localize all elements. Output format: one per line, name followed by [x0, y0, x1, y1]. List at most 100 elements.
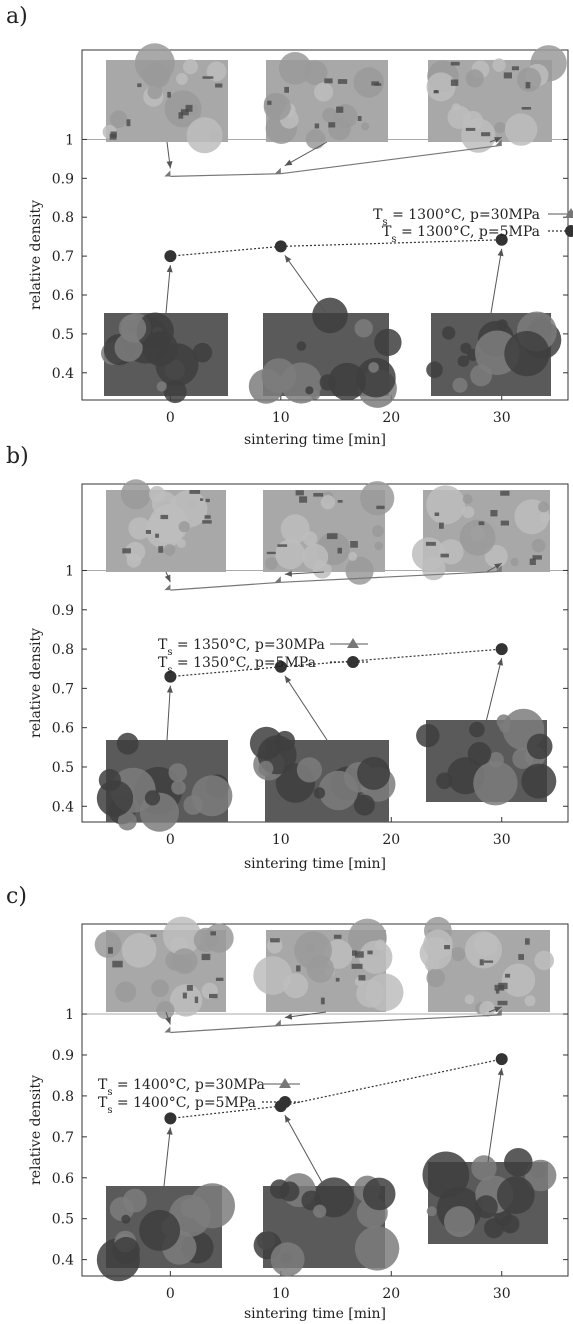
arrow [165, 265, 173, 314]
x-tick-label: 10 [272, 832, 290, 848]
micrograph-powder [96, 1183, 235, 1282]
micrograph-powder [248, 297, 402, 408]
panel-label: c) [6, 884, 27, 909]
data-point-circle [495, 1053, 508, 1066]
micrograph-polished [263, 52, 388, 150]
arrow [488, 1006, 502, 1013]
y-tick-label: 0.6 [52, 721, 74, 737]
legend-label: Ts = 1350°C, p=30MPa [158, 637, 325, 658]
legend-marker [565, 225, 573, 237]
y-tick-label: 0.4 [52, 366, 74, 382]
data-point-circle [164, 1112, 177, 1125]
legend-marker [279, 1078, 291, 1088]
arrow [486, 562, 502, 573]
micrograph-powder [101, 312, 228, 404]
panel-b: b) 0.4 0.5 0.6 0.7 0.8 0.9 1 0 10 20 30 sintering t… [0, 440, 573, 880]
legend-marker [279, 1096, 291, 1108]
plot-frame [81, 923, 569, 1277]
y-tick-label: 0.4 [52, 1253, 74, 1269]
data-point-triangle [164, 1026, 171, 1033]
y-tick-label: 0.8 [52, 210, 74, 226]
data-point-triangle [274, 167, 281, 174]
y-tick-label: 1 [65, 132, 74, 148]
y-tick-label: 0.4 [52, 799, 74, 815]
x-axis-label: sintering time [min] [244, 1306, 386, 1322]
x-tick-label: 20 [382, 1286, 400, 1302]
micrograph-polished [419, 916, 554, 1017]
y-tick-label: 0.7 [52, 681, 74, 697]
arrow [284, 1011, 327, 1020]
arrow [284, 570, 325, 577]
micrograph-powder [422, 1148, 557, 1244]
legend-marker [565, 208, 573, 218]
arrow [166, 685, 173, 741]
legend-label: Ts = 1400°C, p=5MPa [98, 1095, 256, 1116]
data-point-circle [495, 233, 508, 246]
legend-marker [347, 656, 359, 668]
series-line [170, 648, 502, 678]
micrograph-polished [411, 485, 551, 581]
panel-a: a) 0.4 0.5 0.6 0.7 0.8 0.9 1 0 10 20 30 sintering t… [0, 0, 573, 455]
series-line [170, 1058, 502, 1119]
data-point-triangle [274, 576, 281, 583]
legend-label: Ts = 1300°C, p=30MPa [373, 207, 540, 228]
x-tick-label: 0 [166, 410, 175, 426]
x-tick-label: 0 [166, 1286, 175, 1302]
y-tick-label: 0.7 [52, 1130, 74, 1146]
legend-marker [347, 638, 359, 648]
arrow [166, 141, 173, 169]
data-point-triangle [164, 170, 171, 177]
y-tick-label: 0.5 [52, 760, 74, 776]
micrograph-polished [426, 45, 567, 153]
data-point-circle [164, 670, 177, 683]
legend-label: Ts = 1400°C, p=30MPa [98, 1077, 265, 1098]
micrograph-polished [263, 481, 395, 585]
y-axis-label: relative density [28, 1075, 44, 1185]
y-tick-label: 0.5 [52, 1212, 74, 1228]
y-tick-label: 1 [65, 563, 74, 579]
y-tick-label: 0.7 [52, 249, 74, 265]
micrograph-powder [96, 732, 233, 832]
arrow [284, 675, 328, 741]
data-point-triangle [495, 565, 502, 572]
x-tick-label: 10 [272, 1286, 290, 1302]
y-tick-label: 0.8 [52, 1089, 74, 1105]
x-tick-label: 10 [272, 410, 290, 426]
data-point-triangle [495, 1008, 502, 1015]
arrow [164, 571, 171, 583]
micrograph-powder [426, 311, 562, 396]
micrograph-polished [94, 916, 234, 1020]
x-tick-label: 0 [166, 832, 175, 848]
panel-c: c) 0.4 0.5 0.6 0.7 0.8 0.9 1 0 10 20 30 sintering t… [0, 880, 573, 1324]
series-line [170, 239, 502, 257]
x-tick-label: 30 [493, 410, 511, 426]
y-tick-label: 0.6 [52, 288, 74, 304]
legend-label: Ts = 1300°C, p=5MPa [382, 224, 540, 245]
arrow [284, 141, 328, 167]
arrow [165, 1011, 171, 1025]
arrow [489, 136, 502, 143]
micrograph-powder [249, 726, 396, 822]
y-axis-label: relative density [28, 628, 44, 738]
arrow [486, 657, 503, 721]
x-axis-label: sintering time [min] [244, 432, 386, 448]
x-tick-label: 20 [382, 832, 400, 848]
arrow [284, 255, 327, 314]
x-tick-label: 30 [493, 1286, 511, 1302]
data-point-circle [164, 250, 177, 263]
y-tick-label: 0.5 [52, 327, 74, 343]
micrograph-powder [253, 1173, 400, 1277]
y-tick-label: 0.9 [52, 171, 74, 187]
micrograph-polished [253, 918, 404, 1012]
data-point-triangle [274, 1019, 281, 1026]
data-point-triangle [164, 584, 171, 591]
y-tick-label: 0.9 [52, 603, 74, 619]
arrow [284, 1114, 325, 1187]
y-tick-label: 0.9 [52, 1048, 74, 1064]
arrow [163, 1127, 173, 1187]
data-point-circle [274, 240, 287, 253]
x-tick-label: 30 [493, 832, 511, 848]
micrograph-powder [416, 708, 557, 806]
micrograph-polished [106, 479, 226, 572]
